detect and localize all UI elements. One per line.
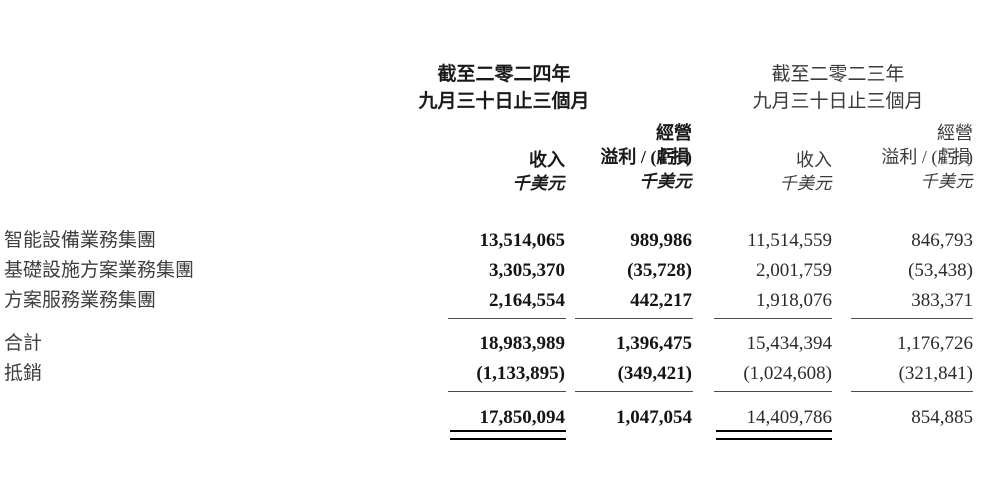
period-heading-prior-line1: 截至二零二三年 — [771, 64, 905, 85]
column-caption-profit-2023: 經營 溢利 / (虧損) 千美元 — [793, 121, 973, 193]
period-heading-current-line1: 截至二零二四年 — [437, 64, 571, 85]
profit-caption-loss-2024: 虧損 — [656, 147, 689, 168]
cell-revenue-2023-elimination: (1,024,608) — [743, 363, 832, 384]
column-caption-profit-2024-top: 經營 — [656, 123, 692, 143]
cell-profit-2024-elimination: (349,421) — [617, 363, 692, 384]
period-heading-current-line2: 九月三十日止三個月 — [418, 90, 590, 112]
cell-profit-2024-subtotal: 1,396,475 — [616, 333, 692, 354]
cell-profit-2023-segment-1: (53,438) — [908, 260, 973, 281]
cell-profit-2024-grand-total: 1,047,054 — [616, 407, 692, 428]
cell-revenue-2024-segment-0: 13,514,065 — [479, 230, 566, 251]
column-caption-revenue-2024-unit: 千美元 — [512, 174, 565, 194]
rule-above-grand-total-col1 — [448, 391, 566, 392]
cell-profit-2024-segment-0: 989,986 — [630, 230, 692, 251]
table-row-label-segment-0: 智能設備業務集團 — [4, 230, 157, 251]
cell-profit-2023-segment-2: 383,371 — [911, 290, 973, 311]
table-row-label-subtotal: 合計 — [4, 333, 43, 354]
cell-revenue-2024-subtotal: 18,983,989 — [479, 333, 566, 354]
column-caption-profit-2023-unit: 千美元 — [920, 171, 973, 191]
column-caption-profit-2024: 經營 溢利 / (虧損) 千美元 — [512, 121, 692, 193]
cell-revenue-2024-segment-2: 2,164,554 — [489, 290, 565, 311]
double-rule-grand-total-revenue-2024 — [450, 430, 566, 440]
column-caption-profit-2024-unit: 千美元 — [639, 171, 692, 191]
period-heading-prior-line2: 九月三十日止三個月 — [752, 90, 924, 112]
cell-revenue-2023-subtotal: 15,434,394 — [746, 333, 833, 354]
cell-profit-2024-segment-1: (35,728) — [627, 260, 692, 281]
column-caption-profit-2024-main: 溢利 / (虧損) — [512, 145, 692, 169]
column-caption-revenue-2023-unit: 千美元 — [779, 174, 832, 194]
profit-caption-prefix-2023: 溢利 / ( — [881, 147, 938, 168]
table-row-label-segment-1: 基礎設施方案業務集團 — [4, 260, 195, 281]
rule-above-grand-total-col4 — [851, 391, 973, 392]
profit-caption-suffix-2023: ) — [967, 147, 973, 168]
period-heading-current: 截至二零二四年 九月三十日止三個月 — [404, 62, 604, 116]
cell-profit-2023-grand-total: 854,885 — [911, 407, 973, 428]
rule-above-grand-total-col3 — [714, 391, 832, 392]
period-heading-prior: 截至二零二三年 九月三十日止三個月 — [738, 62, 938, 116]
cell-revenue-2024-grand-total: 17,850,094 — [479, 407, 566, 428]
cell-profit-2023-segment-0: 846,793 — [911, 230, 973, 251]
cell-revenue-2023-segment-1: 2,001,759 — [756, 260, 832, 281]
profit-caption-prefix-2024: 溢利 / ( — [600, 147, 657, 168]
cell-revenue-2023-grand-total: 14,409,786 — [746, 407, 833, 428]
cell-revenue-2023-segment-0: 11,514,559 — [747, 230, 832, 251]
rule-above-subtotal-col4 — [851, 318, 973, 319]
profit-caption-loss-2023: 虧損 — [937, 147, 970, 168]
column-caption-revenue-2024-main: 收入 — [529, 150, 565, 170]
cell-profit-2024-segment-2: 442,217 — [630, 290, 692, 311]
column-caption-revenue-2023: 收入 千美元 — [652, 148, 833, 196]
column-caption-revenue-2024: 收入 千美元 — [385, 148, 566, 196]
table-row-label-elimination: 抵銷 — [4, 363, 43, 384]
rule-above-subtotal-col1 — [448, 318, 566, 319]
column-caption-revenue-2023-main: 收入 — [796, 150, 832, 170]
cell-revenue-2023-segment-2: 1,918,076 — [756, 290, 832, 311]
profit-caption-suffix-2024: ) — [686, 147, 692, 168]
rule-above-grand-total-col2 — [575, 391, 693, 392]
rule-above-subtotal-col3 — [714, 318, 832, 319]
rule-above-subtotal-col2 — [575, 318, 693, 319]
table-row-label-segment-2: 方案服務業務集團 — [4, 290, 157, 311]
column-caption-profit-2023-top: 經營 — [937, 123, 973, 143]
cell-profit-2023-subtotal: 1,176,726 — [897, 333, 973, 354]
column-caption-profit-2023-main: 溢利 / (虧損) — [793, 145, 973, 169]
double-rule-grand-total-revenue-2023 — [716, 430, 832, 440]
cell-profit-2023-elimination: (321,841) — [898, 363, 973, 384]
cell-revenue-2024-elimination: (1,133,895) — [476, 363, 565, 384]
cell-revenue-2024-segment-1: 3,305,370 — [489, 260, 565, 281]
